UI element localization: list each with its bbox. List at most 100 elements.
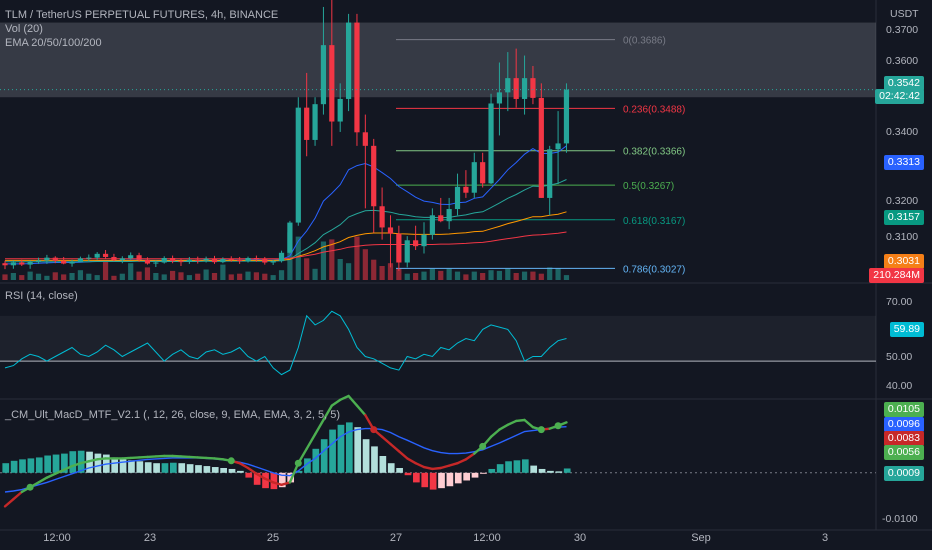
volume-bar xyxy=(496,270,503,280)
macd-line-segment xyxy=(431,466,442,471)
candle-body xyxy=(111,256,117,261)
volume-bar xyxy=(270,275,276,280)
macd-cross-dot xyxy=(26,483,34,491)
volume-bar xyxy=(454,271,461,280)
volume-bar xyxy=(538,273,544,280)
macd-histogram-bar xyxy=(237,470,244,473)
macd-line-segment xyxy=(406,457,417,465)
macd-histogram-bar xyxy=(44,455,51,473)
volume-bar xyxy=(203,269,209,280)
macd-cross-dot xyxy=(294,459,302,467)
candle-body xyxy=(480,162,486,184)
macd-histogram-bar xyxy=(119,459,127,473)
candle-body xyxy=(463,186,469,193)
volume-bar xyxy=(304,258,310,280)
currency-label: USDT xyxy=(890,8,919,20)
macd-line-segment xyxy=(347,394,359,407)
candle-body xyxy=(547,149,553,198)
macd-line-segment xyxy=(313,418,325,436)
macd-line-segment xyxy=(464,452,476,461)
macd-line-segment xyxy=(439,464,451,470)
macd-line-segment xyxy=(280,481,292,486)
volume-bar xyxy=(278,270,285,280)
candle-body xyxy=(161,257,167,263)
macd-histogram-bar xyxy=(136,461,144,473)
volume-bar xyxy=(396,268,402,280)
volume-bar xyxy=(119,273,125,280)
candle-body xyxy=(153,262,159,264)
macd-line-segment xyxy=(506,419,518,426)
volume-bar xyxy=(69,273,75,280)
volume-bar xyxy=(35,273,42,280)
time-label: 27 xyxy=(389,532,403,544)
rsi-axis-label: 40.00 xyxy=(886,380,913,392)
macd-histogram-bar xyxy=(253,472,261,485)
volume-bar xyxy=(211,273,218,280)
macd-histogram-bar xyxy=(203,466,211,473)
macd-histogram-bar xyxy=(35,457,43,473)
volume-bar xyxy=(471,271,477,280)
macd-cross-dot xyxy=(537,426,545,434)
candle-body xyxy=(69,261,75,264)
volume-bar xyxy=(228,274,234,280)
volume-bar xyxy=(446,268,452,280)
rsi-value-badge: 59.89 xyxy=(889,322,924,337)
volume-bar xyxy=(10,273,16,280)
fib-level-label: 0.786(0.3027) xyxy=(623,264,685,275)
candle-body xyxy=(52,257,58,261)
volume-bar xyxy=(505,268,511,280)
macd-line-segment xyxy=(489,428,501,438)
volume-bar xyxy=(404,273,410,280)
macd-histogram-bar xyxy=(471,472,479,478)
candle-body xyxy=(203,258,209,261)
time-label: 12:00 xyxy=(43,532,71,544)
rsi-line xyxy=(4,310,567,376)
macd-line-segment xyxy=(62,464,74,472)
volume-bar xyxy=(387,263,394,280)
volume-bar xyxy=(413,273,419,280)
macd-histogram-bar xyxy=(421,472,429,488)
candle-body xyxy=(538,97,544,198)
macd-histogram-bar xyxy=(195,465,202,473)
rsi-axis-label: 50.00 xyxy=(886,351,913,363)
macd-histogram-bar xyxy=(379,456,387,473)
volume-bar xyxy=(61,274,67,280)
candle-body xyxy=(237,259,243,262)
candle-body xyxy=(379,206,385,228)
volume-bar xyxy=(337,259,343,280)
candle-body xyxy=(295,107,301,223)
candle-body xyxy=(195,259,201,261)
candle-body xyxy=(170,257,176,262)
candle-body xyxy=(513,78,519,99)
macd-histogram-bar xyxy=(144,462,152,473)
volume-bar xyxy=(513,273,519,280)
candle-body xyxy=(304,107,310,140)
rsi-band xyxy=(0,315,876,362)
volume-bar xyxy=(111,275,117,280)
volume-bar xyxy=(262,273,268,280)
volume-bar xyxy=(170,270,176,280)
fib-level-label: 0.5(0.3267) xyxy=(623,181,674,192)
macd-cross-dot xyxy=(370,426,378,434)
candle-body xyxy=(94,253,100,258)
candle-body xyxy=(2,263,8,266)
macd-histogram-bar xyxy=(69,451,77,473)
volume-bar xyxy=(195,273,201,280)
ema-line xyxy=(5,211,567,261)
macd-histogram-bar xyxy=(153,463,160,473)
macd-histogram-bar xyxy=(228,468,236,473)
macd-line-segment xyxy=(389,442,401,453)
macd-histogram-bar xyxy=(304,458,311,473)
candle-body xyxy=(345,22,352,99)
candle-body xyxy=(270,261,276,263)
candle-body xyxy=(211,258,218,263)
volume-bar xyxy=(161,274,167,280)
symbol-title: TLM / TetherUS PERPETUAL FUTURES, 4h, BI… xyxy=(5,9,279,21)
candle-body xyxy=(320,45,327,105)
time-label: 25 xyxy=(266,532,280,544)
macd-line-segment xyxy=(414,462,426,469)
macd-cross-dot xyxy=(479,442,487,450)
macd-histogram-bar xyxy=(128,460,135,473)
macd-histogram-bar xyxy=(220,468,227,473)
